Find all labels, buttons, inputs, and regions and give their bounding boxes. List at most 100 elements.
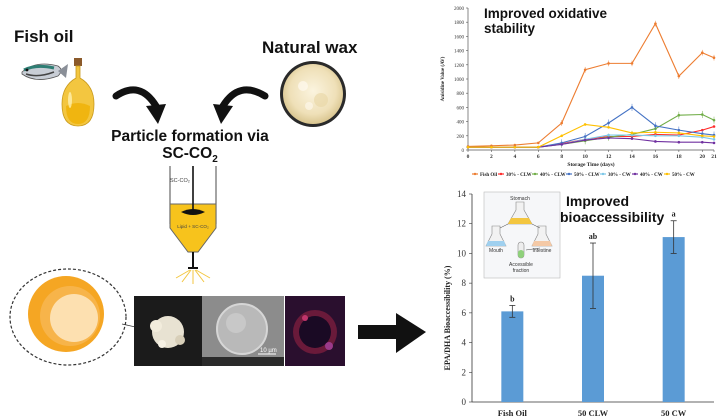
series-point — [677, 131, 681, 135]
legend-label: 50% - CW — [672, 173, 695, 178]
legend-label: Fish Oil — [480, 173, 498, 178]
sem-image: 10 µm — [202, 296, 284, 366]
y-tick-label: 1600 — [454, 35, 465, 40]
series-point — [583, 123, 587, 126]
y-tick-label: 8 — [462, 278, 467, 288]
mouth-flask-icon — [485, 225, 507, 247]
series-point — [560, 143, 564, 146]
fish-oil-label: Fish oil — [14, 27, 74, 46]
inset-fraction-label: Accessible fraction — [509, 262, 533, 274]
vessel-inner-label: Lipid + SC-CO₂ — [177, 224, 209, 229]
process-title: Particle formation via SC-CO2 — [86, 128, 294, 168]
tube-icon — [517, 241, 525, 259]
x-tick-label: 8 — [560, 154, 563, 160]
y-tick-label: 1400 — [454, 50, 465, 55]
y-tick-label: 6 — [462, 308, 467, 318]
series-point — [607, 133, 610, 137]
x-tick-label: 4 — [513, 154, 516, 160]
x-tick-label: 10 — [582, 154, 588, 160]
legend-label: 40% - CW — [640, 173, 663, 178]
y-tick-label: 600 — [457, 106, 465, 111]
series-line — [467, 22, 715, 147]
series-point — [677, 134, 681, 138]
significance-label: a — [672, 210, 676, 219]
series-point — [513, 143, 517, 147]
category-label: Fish Oil — [498, 408, 528, 418]
series-point — [654, 140, 657, 143]
category-label: 50 CW — [661, 408, 687, 418]
y-tick-label: 0 — [462, 149, 465, 154]
legend-marker — [567, 172, 571, 176]
x-tick-label: 14 — [629, 154, 635, 160]
series-point — [654, 134, 657, 138]
fish-oil-illustration — [21, 58, 95, 127]
x-tick-label: 16 — [653, 154, 659, 160]
series-point — [712, 135, 716, 138]
big-right-arrow — [358, 313, 426, 353]
y-tick-label: 2000 — [454, 7, 465, 12]
y-tick-label: 1800 — [454, 21, 465, 26]
series-point — [583, 138, 587, 142]
oxidative-stability-chart: 0 200 400 600 800 1000 1200 1400 1600 1800 2000 0 2 4… — [441, 6, 717, 178]
series-point — [630, 137, 634, 140]
y-tick-label: 14 — [457, 189, 467, 199]
category-label: 50 CLW — [578, 408, 609, 418]
series-point — [712, 125, 716, 128]
significance-label: ab — [589, 232, 598, 241]
legend-label: 30% - CW — [608, 173, 631, 178]
x-tick-label: 20 — [700, 154, 706, 160]
series-point — [607, 136, 610, 140]
x-tick-label: 18 — [676, 154, 682, 160]
fish-icon — [21, 63, 68, 80]
y-tick-label: 1000 — [454, 78, 465, 83]
series-point — [536, 141, 540, 145]
sc-co2-vessel: SC-CO₂ Lipid + SC-CO₂ — [169, 166, 217, 284]
bar — [501, 311, 524, 402]
x-axis-label: Storage Time (days) — [567, 161, 614, 168]
curved-arrow-from-fish-oil — [112, 86, 166, 124]
y-tick-label: 400 — [457, 121, 465, 126]
legend-marker — [499, 172, 503, 176]
bar — [582, 275, 604, 402]
y-tick-label: 4 — [462, 338, 467, 348]
series-point — [712, 138, 716, 141]
fluorescence-image — [285, 296, 345, 366]
legend-marker — [665, 172, 669, 176]
series-point — [654, 130, 657, 134]
legend-label: 30% - CLW — [506, 173, 532, 178]
stomach-flask-icon — [507, 201, 533, 225]
intestine-flask-icon — [531, 225, 553, 247]
significance-label: b — [510, 294, 515, 303]
particles-photo — [134, 296, 202, 366]
process-line2: SC-CO2 — [162, 145, 218, 166]
legend-label: 50% - CLW — [574, 173, 600, 178]
series-point — [630, 133, 634, 137]
x-tick-label: 2 — [490, 154, 493, 160]
y-axis-label: EPA/DHA Bioaccessibility (%) — [443, 265, 452, 370]
series-point — [560, 134, 564, 138]
oil-bottle-icon — [61, 58, 95, 127]
series-point — [677, 140, 681, 144]
x-tick-label: 12 — [606, 154, 612, 160]
legend-marker — [633, 172, 637, 176]
y-tick-label: 800 — [457, 92, 465, 97]
inset-intestine-label: Intestine — [533, 248, 552, 254]
scale-bar-label: 10 µm — [260, 348, 277, 354]
curved-arrow-from-wax — [213, 86, 269, 124]
line-chart-title: Improved oxidative stability — [484, 6, 608, 36]
series-point — [490, 145, 493, 149]
x-tick-label: 6 — [537, 154, 540, 160]
y-tick-label: 10 — [457, 248, 467, 258]
legend-marker — [533, 172, 537, 176]
series-point — [700, 140, 704, 144]
series-line — [468, 106, 715, 148]
series-point — [466, 145, 470, 149]
y-tick-label: 2 — [462, 367, 467, 377]
series-point — [700, 134, 704, 138]
legend-label: 40% - CLW — [540, 173, 566, 178]
natural-wax-photo — [280, 61, 346, 127]
process-line1: Particle formation via — [111, 128, 269, 145]
y-axis-label: Anisidine Value (AV) — [441, 56, 446, 101]
series-point — [607, 125, 610, 129]
legend-marker — [473, 172, 477, 176]
